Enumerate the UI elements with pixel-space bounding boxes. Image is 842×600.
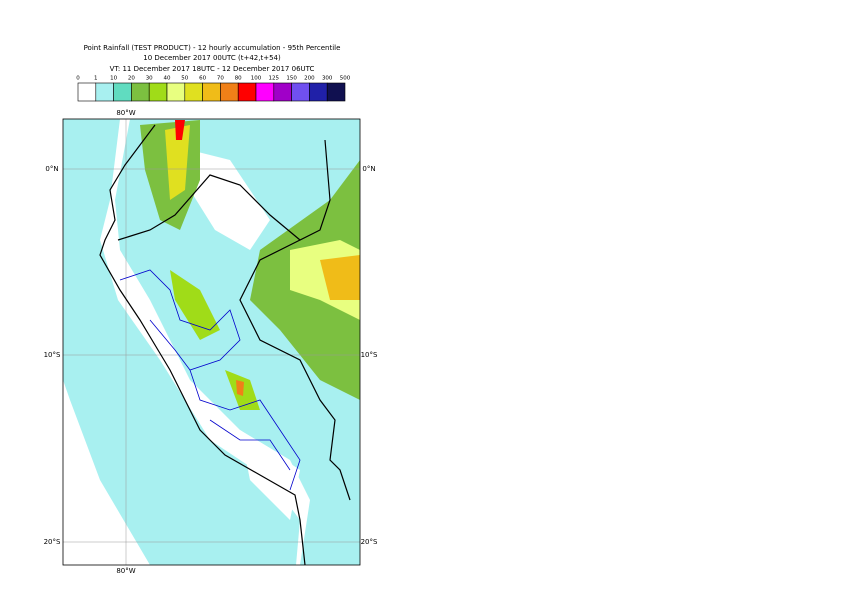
lat-label: 0°N xyxy=(45,165,58,173)
base-time: 10 December 2017 00UTC (t+42,t+54) xyxy=(143,54,281,62)
colorbar-label: 30 xyxy=(146,76,153,82)
lat-label: 20°S xyxy=(44,538,61,546)
map-frame xyxy=(62,118,361,566)
colorbar-box xyxy=(291,82,310,102)
colorbar-label: 200 xyxy=(304,76,315,82)
colorbar-box xyxy=(273,82,292,102)
colorbar-label: 50 xyxy=(181,76,188,82)
title: Point Rainfall (TEST PRODUCT) - 12 hourl… xyxy=(84,44,341,52)
colorbar-label: 20 xyxy=(128,76,135,82)
colorbar-label: 125 xyxy=(269,76,280,82)
graticule xyxy=(63,119,360,565)
lat-label: 10°S xyxy=(361,351,378,359)
lon-label: 80°W xyxy=(116,109,135,117)
colorbar: 0 1 10 20 30 40 50 60 70 80 100 125 150 200 300 500 xyxy=(76,76,351,102)
colorbar-label: 300 xyxy=(322,76,333,82)
map: 80°W 80°W 0°N 10°S 20°S 0°N 10°S 20°S xyxy=(44,109,378,575)
colorbar-box xyxy=(326,82,346,102)
colorbar-box xyxy=(131,82,150,102)
colorbar-label: 10 xyxy=(110,76,117,82)
colorbar-box xyxy=(95,82,114,102)
colorbar-label: 150 xyxy=(286,76,297,82)
colorbar-label: 70 xyxy=(217,76,224,82)
colorbar-label: 40 xyxy=(164,76,171,82)
colorbar-label: 80 xyxy=(235,76,242,82)
lon-label: 80°W xyxy=(116,567,135,575)
lat-label: 0°N xyxy=(362,165,375,173)
colorbar-label: 500 xyxy=(340,76,351,82)
colorbar-box xyxy=(166,82,186,102)
colorbar-label: 0 xyxy=(76,76,80,82)
regions xyxy=(119,269,301,491)
colorbar-box xyxy=(148,82,168,102)
colorbar-label: 100 xyxy=(251,76,262,82)
colorbar-box xyxy=(309,82,328,102)
colorbar-box xyxy=(113,82,132,102)
valid-time: VT: 11 December 2017 18UTC - 12 December… xyxy=(110,65,315,73)
colorbar-box xyxy=(237,82,257,102)
lat-label: 10°S xyxy=(44,351,61,359)
borders xyxy=(99,124,351,566)
colorbar-box xyxy=(220,82,239,102)
colorbar-box xyxy=(77,82,97,102)
colorbar-box xyxy=(184,82,203,102)
colorbar-box xyxy=(202,82,221,102)
rainfall-field xyxy=(63,119,360,565)
colorbar-label: 60 xyxy=(199,76,206,82)
lat-label: 20°S xyxy=(361,538,378,546)
colorbar-box xyxy=(255,82,275,102)
colorbar-label: 1 xyxy=(94,76,98,82)
